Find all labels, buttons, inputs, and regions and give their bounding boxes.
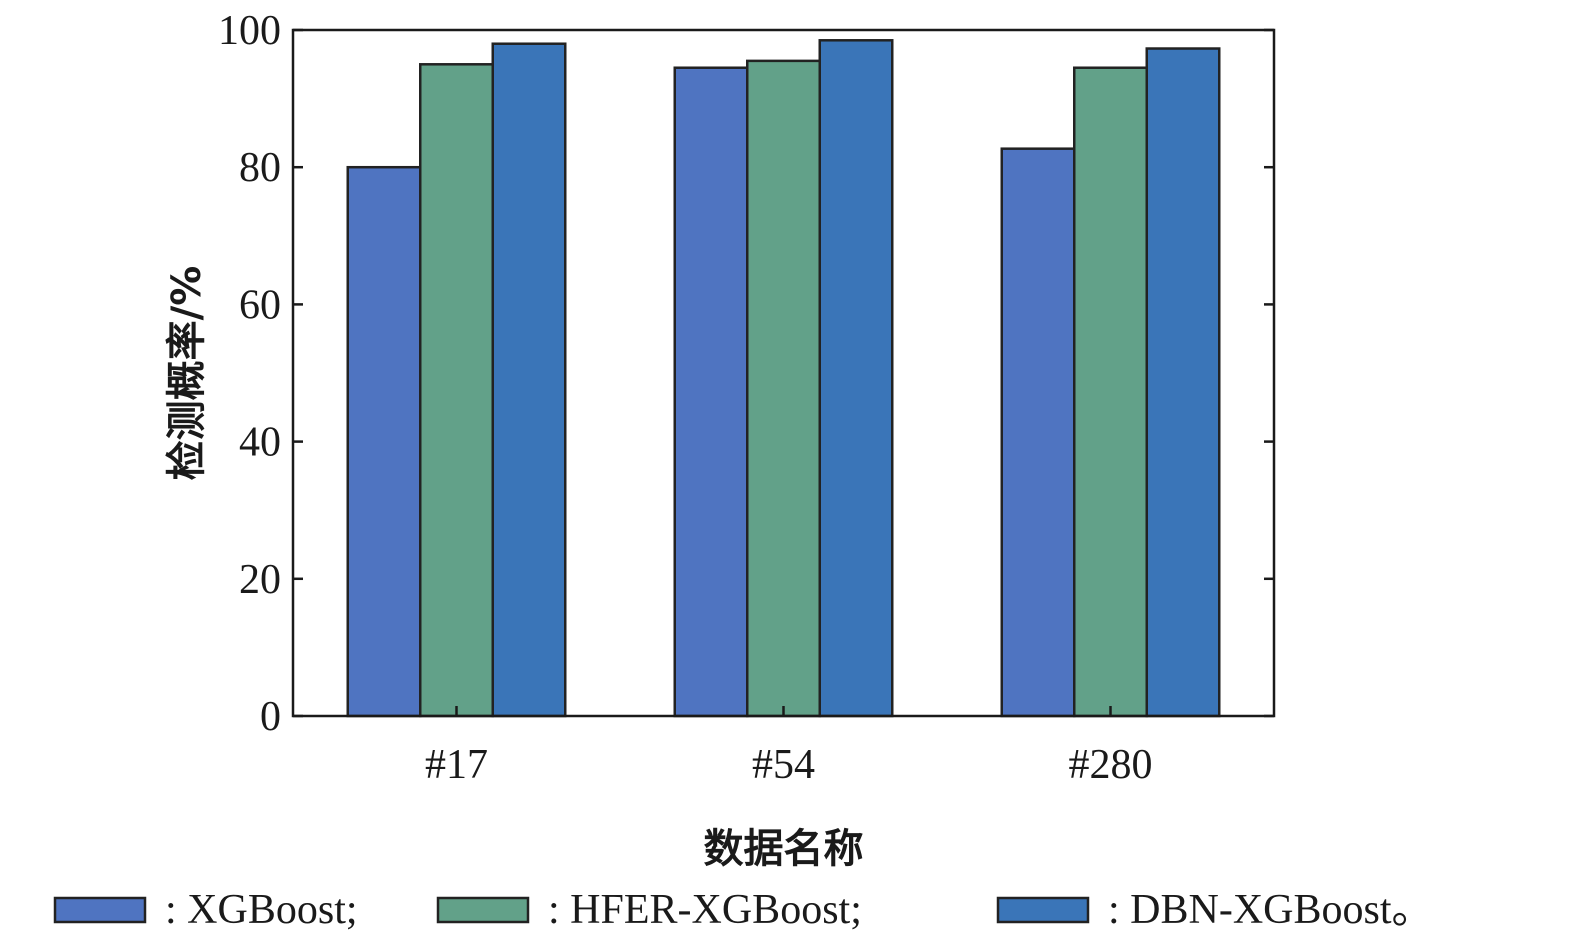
legend-swatch bbox=[996, 896, 1090, 924]
y-tick-label: 100 bbox=[218, 8, 281, 54]
x-tick-label: #54 bbox=[752, 742, 815, 788]
legend-swatch bbox=[53, 896, 147, 924]
ticks-layer: 0 20 40 60 80 100 #17 #54 #280 bbox=[218, 8, 1274, 788]
x-tick-label: #17 bbox=[425, 742, 488, 788]
bar-54-series-2 bbox=[746, 59, 821, 718]
bar-280-series-1 bbox=[1000, 147, 1076, 718]
x-axis-label: 数据名称 bbox=[704, 826, 864, 872]
bar-54-series-1 bbox=[673, 66, 749, 718]
legend: : XGBoost; : HFER-XGBoost; : DBN-XGBoost。 bbox=[53, 887, 1434, 933]
bar-17-series-3 bbox=[491, 42, 567, 718]
bar-280-series-2 bbox=[1073, 66, 1148, 718]
bar-54-series-3 bbox=[818, 39, 894, 718]
bar-280-series-3 bbox=[1145, 47, 1221, 718]
legend-label: : XGBoost; bbox=[165, 887, 358, 933]
legend-label: : DBN-XGBoost。 bbox=[1108, 887, 1434, 933]
bars-layer bbox=[346, 39, 1221, 718]
y-tick-label: 60 bbox=[239, 282, 281, 328]
bar-17-series-2 bbox=[419, 63, 494, 718]
y-axis-label: 检测概率/% bbox=[164, 266, 210, 481]
y-tick-label: 0 bbox=[260, 694, 281, 740]
y-tick-label: 80 bbox=[239, 145, 281, 191]
x-tick-label: #280 bbox=[1069, 742, 1153, 788]
bar-17-series-1 bbox=[346, 165, 422, 718]
y-tick-label: 20 bbox=[239, 557, 281, 603]
legend-label: : HFER-XGBoost; bbox=[548, 887, 862, 933]
legend-swatch bbox=[436, 896, 530, 924]
y-tick-label: 40 bbox=[239, 420, 281, 466]
